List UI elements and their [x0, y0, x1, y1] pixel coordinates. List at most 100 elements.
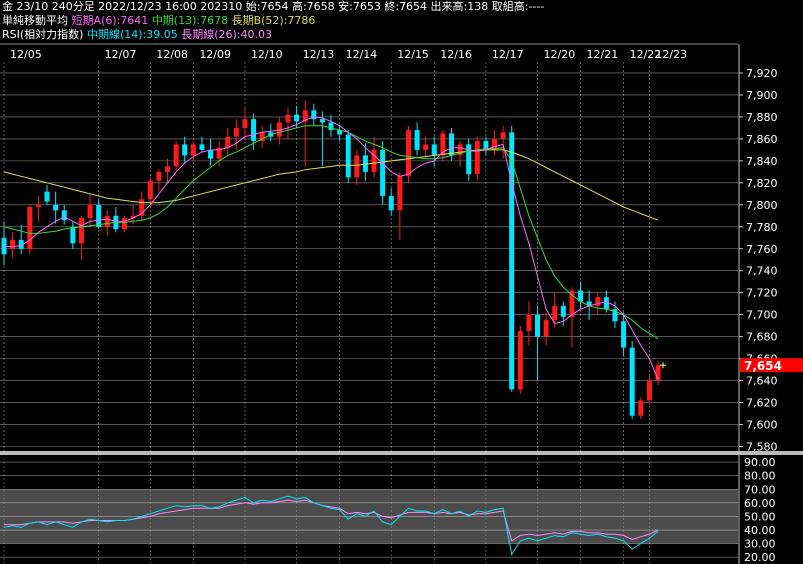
candle-body — [629, 347, 635, 416]
date-label: 12/09 — [199, 48, 231, 61]
candle-body — [130, 215, 136, 218]
candle-body — [294, 114, 300, 122]
candle-body — [337, 130, 343, 135]
candle-body — [397, 176, 403, 211]
rsi-tick-label: 70.00 — [744, 483, 776, 496]
candle-body — [156, 171, 162, 181]
price-tick-label: 7,620 — [746, 397, 778, 410]
current-price-tag — [740, 358, 803, 373]
rsi-title: RSI(相対力指数) — [2, 28, 84, 41]
candle-body — [423, 144, 429, 150]
date-label: 12/23 — [655, 48, 687, 61]
price-tick-label: 7,840 — [746, 155, 778, 168]
candle-body — [509, 132, 515, 390]
date-label: 12/15 — [397, 48, 429, 61]
ma-mid-value: 中期(13):7678 — [151, 14, 229, 27]
candle-body — [586, 301, 592, 306]
candle-body — [10, 239, 16, 249]
candle-body — [440, 133, 446, 156]
candle-body — [492, 138, 497, 150]
ma-long-value: 長期B(52):7786 — [231, 14, 316, 27]
date-label: 12/08 — [156, 48, 188, 61]
date-label: 12/05 — [10, 48, 42, 61]
date-label: 12/21 — [587, 48, 619, 61]
candle-body — [35, 204, 41, 208]
candle-body — [431, 144, 437, 156]
price-tick-label: 7,600 — [746, 419, 778, 432]
candle-body — [199, 144, 205, 150]
candle-body — [560, 305, 566, 317]
candle-body — [380, 149, 386, 197]
candle-body — [182, 144, 188, 156]
price-tick-label: 7,860 — [746, 133, 778, 146]
candle-body — [233, 127, 239, 137]
date-label: 12/16 — [440, 48, 472, 61]
candle-body — [552, 305, 558, 321]
price-tick-label: 7,720 — [746, 287, 778, 300]
rsi-tick-label: 60.00 — [744, 497, 776, 510]
candle-body — [70, 226, 76, 244]
candle-body — [44, 191, 50, 202]
ma-long-line — [3, 149, 659, 221]
candle-body — [517, 331, 523, 390]
rsi-long-value: 長期線(26):40.03 — [181, 28, 273, 41]
candle-body — [251, 119, 257, 142]
date-label: 12/17 — [492, 48, 524, 61]
candle-body — [612, 309, 618, 322]
candle-body — [646, 380, 652, 401]
rsi-tick-label: 20.00 — [744, 551, 776, 564]
candle-body — [302, 110, 308, 122]
candle-body — [104, 215, 110, 227]
candle-body — [53, 204, 59, 211]
rsi-tick-label: 30.00 — [744, 538, 776, 551]
candle-body — [216, 147, 222, 159]
candle-body — [18, 239, 24, 249]
candle-body — [61, 210, 67, 221]
price-tick-label: 7,880 — [746, 111, 778, 124]
price-tick-label: 7,800 — [746, 199, 778, 212]
price-tick-label: 7,760 — [746, 243, 778, 256]
date-label: 12/07 — [105, 48, 137, 61]
candle-body — [139, 199, 145, 216]
candle-body — [595, 297, 601, 306]
candle-body — [457, 144, 463, 156]
candle-body — [371, 149, 377, 172]
rsi-band — [0, 489, 738, 544]
price-tick-label: 7,640 — [746, 375, 778, 388]
candle-body — [96, 204, 102, 227]
rsi-tick-label: 80.00 — [744, 470, 776, 483]
candle-body — [328, 122, 334, 131]
price-tick-label: 7,680 — [746, 331, 778, 344]
price-tick-label: 7,920 — [746, 67, 778, 80]
candle-body — [208, 149, 214, 159]
ma-short-line — [4, 116, 659, 380]
instrument-info: 金 23/10 240分足 2022/12/23 16:00 202310 始:… — [2, 0, 545, 13]
candle-body — [543, 320, 549, 337]
candle-body — [603, 297, 609, 310]
candle-body — [388, 196, 394, 211]
candle-body — [225, 136, 231, 148]
ma-legend: 単純移動平均 短期A(6):7641 中期(13):7678 長期B(52):7… — [2, 14, 315, 28]
date-label: 12/10 — [251, 48, 283, 61]
candle-body — [474, 141, 480, 175]
price-tick-label: 7,660 — [746, 353, 778, 366]
candle-body — [569, 290, 575, 317]
ma-title: 単純移動平均 — [2, 14, 68, 27]
candle-body — [638, 400, 644, 416]
candle-body — [276, 122, 282, 137]
candle-body — [285, 114, 291, 123]
price-tick-label: 7,820 — [746, 177, 778, 190]
date-label: 12/20 — [544, 48, 576, 61]
candle-body — [113, 215, 119, 229]
rsi-tick-label: 50.00 — [744, 510, 776, 523]
candle-body — [190, 144, 196, 156]
candle-body — [268, 132, 274, 137]
candle-body — [414, 130, 420, 150]
candle-body — [121, 218, 127, 229]
candle-body — [448, 133, 454, 156]
candle-body — [354, 155, 360, 178]
candle-body — [345, 134, 351, 178]
candle-body — [78, 218, 84, 244]
candle-body — [466, 144, 472, 175]
